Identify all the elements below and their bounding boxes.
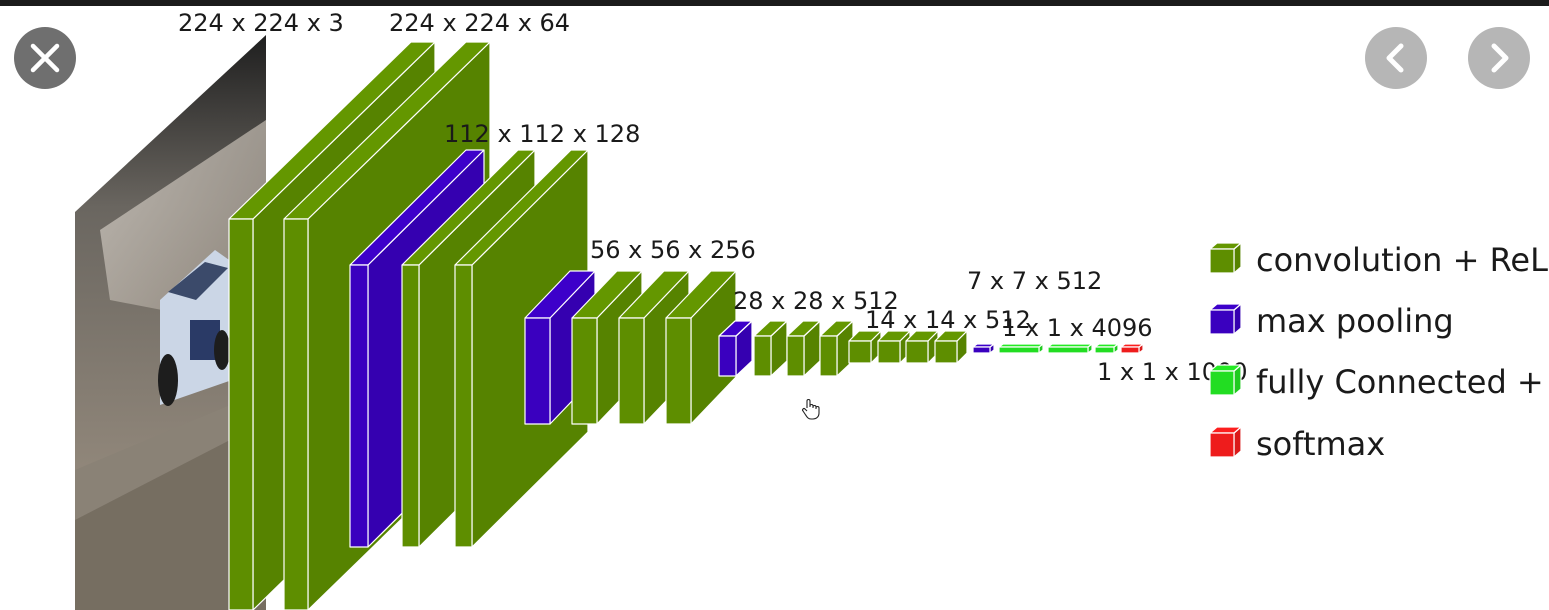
conv4-layer [786, 320, 821, 377]
legend-label: softmax [1256, 425, 1385, 463]
conv3-layer [665, 270, 737, 425]
pool3-layer [718, 320, 753, 377]
rally-car [158, 250, 232, 406]
conv5-layer [877, 330, 911, 364]
conv5-layer [934, 330, 968, 364]
pool4-layer [848, 330, 882, 364]
legend-swatch [1209, 364, 1242, 396]
legend-item: softmax [1209, 425, 1385, 463]
legend-swatch [1209, 303, 1242, 335]
hand-cursor-icon [802, 399, 820, 420]
legend-swatch [1209, 242, 1242, 274]
conv5-layer [905, 330, 939, 364]
legend-item: max pooling [1209, 302, 1454, 340]
pool5-layer [972, 343, 995, 354]
previous-button[interactable] [1365, 27, 1427, 89]
chevron-right-icon [1468, 27, 1530, 89]
chevron-left-icon [1365, 27, 1427, 89]
legend-item: convolution + ReLU [1209, 241, 1549, 279]
legend-item: fully Connected + ReLU [1209, 363, 1549, 401]
conv1-dimension-label: 224 x 224 x 64 [389, 9, 570, 37]
legend-label: max pooling [1256, 302, 1454, 340]
legend-label: convolution + ReLU [1256, 241, 1549, 279]
legend-swatch [1209, 426, 1242, 458]
legend-label: fully Connected + ReLU [1256, 363, 1549, 401]
fc-layer [1094, 343, 1119, 354]
next-button[interactable] [1468, 27, 1530, 89]
conv2-dimension-label: 112 x 112 x 128 [444, 120, 640, 148]
conv4-layer [753, 320, 788, 377]
softmax-layer [1120, 343, 1144, 354]
input-image [75, 35, 266, 610]
pool5-dimension-label: 7 x 7 x 512 [967, 267, 1102, 295]
conv4-layer [819, 320, 854, 377]
input-dimension-label: 224 x 224 x 3 [178, 9, 344, 37]
conv4-dimension-label: 28 x 28 x 512 [733, 287, 899, 315]
fc-dimension-label: 1 x 1 x 4096 [1002, 314, 1153, 342]
close-button[interactable] [14, 27, 76, 89]
conv3-dimension-label: 56 x 56 x 256 [590, 236, 756, 264]
conv5-dimension-label: 14 x 14 x 512 [865, 306, 1031, 334]
fc-layer [1047, 343, 1093, 354]
fc-layer [998, 343, 1044, 354]
top-bar [0, 0, 1549, 6]
close-icon [14, 27, 76, 89]
